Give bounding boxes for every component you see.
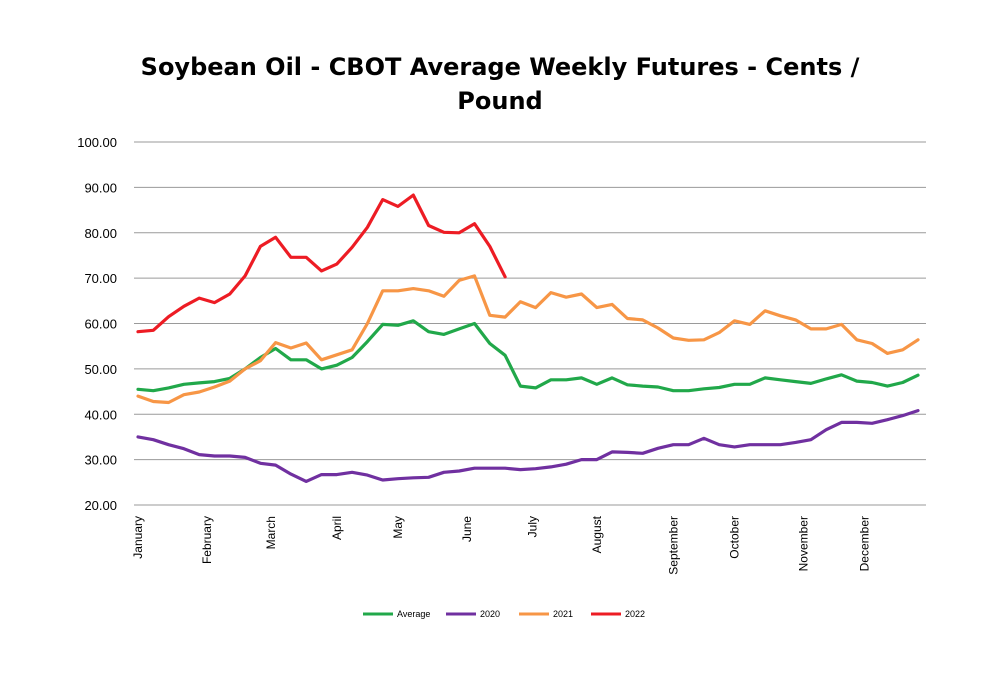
y-tick-label: 100.00 (77, 135, 117, 150)
gridlines (134, 141, 926, 506)
legend-label-2021: 2021 (553, 609, 573, 619)
y-tick-label: 20.00 (84, 498, 117, 513)
x-tick-label-april: April (330, 516, 344, 540)
legend: Average 2020 2021 2022 (363, 609, 645, 619)
y-axis-tick-labels: 20.00 30.00 40.00 50.00 60.00 70.00 80.00 90.00… (77, 135, 117, 513)
x-axis-month-labels: January February March April May June July Augu… (131, 515, 871, 574)
y-tick-label: 90.00 (84, 180, 117, 195)
y-tick-label: 60.00 (84, 317, 117, 332)
y-tick-label: 80.00 (84, 226, 117, 241)
x-tick-label-june: June (460, 516, 474, 542)
series-line-2020 (136, 409, 920, 483)
legend-label-average: Average (397, 609, 430, 619)
x-tick-label-may: May (391, 516, 405, 539)
x-tick-label-july: July (526, 516, 540, 537)
x-tick-label-january: January (131, 516, 145, 559)
x-tick-label-august: August (590, 515, 604, 553)
series-line-2021 (136, 274, 920, 405)
x-tick-label-december: December (857, 516, 871, 571)
y-tick-label: 30.00 (84, 453, 117, 468)
series-line-average (136, 319, 920, 393)
y-tick-label: 70.00 (84, 271, 117, 286)
x-tick-label-march: March (264, 516, 278, 549)
y-tick-label: 40.00 (84, 407, 117, 422)
legend-label-2022: 2022 (625, 609, 645, 619)
legend-label-2020: 2020 (480, 609, 500, 619)
x-tick-label-november: November (796, 516, 810, 571)
y-tick-label: 50.00 (84, 362, 117, 377)
series-lines (136, 193, 920, 483)
x-tick-label-september: September (666, 516, 680, 575)
series-line-2022 (136, 193, 507, 334)
x-tick-label-october: October (727, 516, 741, 559)
chart-title: Soybean Oil - CBOT Average Weekly Future… (140, 53, 860, 115)
x-tick-label-february: February (200, 516, 214, 564)
